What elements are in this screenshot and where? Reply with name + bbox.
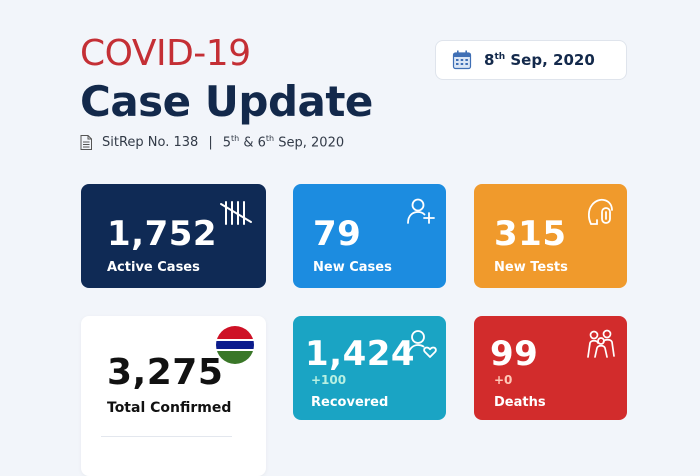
active-cases-card: 1,752 Active Cases: [81, 184, 266, 288]
deaths-card: 99 +0 Deaths: [474, 316, 627, 420]
calendar-icon: [452, 50, 472, 70]
recovered-delta: +100: [311, 373, 347, 387]
user-heart-icon: [407, 330, 437, 358]
deaths-value: 99: [490, 334, 539, 374]
gambia-flag-icon: [216, 326, 254, 364]
recovered-value: 1,424: [305, 334, 416, 374]
active-cases-label: Active Cases: [107, 260, 200, 275]
sitrep-separator: |: [208, 134, 213, 150]
page-title: Case Update: [80, 77, 373, 126]
document-icon: [80, 134, 92, 150]
total-confirmed-label: Total Confirmed: [107, 400, 232, 416]
add-user-icon: [407, 198, 435, 224]
card-divider: [101, 436, 232, 437]
deaths-delta: +0: [494, 373, 513, 387]
sitrep-line: SitRep No. 138 | 5th & 6th Sep, 2020: [80, 134, 344, 150]
recovered-label: Recovered: [311, 395, 389, 410]
tally-marks-icon: [220, 201, 252, 225]
sitrep-number: SitRep No. 138: [102, 134, 199, 150]
active-cases-value: 1,752: [107, 214, 218, 254]
title-covid: COVID-19: [80, 33, 251, 74]
new-tests-card: 315 New Tests: [474, 184, 627, 288]
deaths-label: Deaths: [494, 395, 546, 410]
test-swab-icon: [587, 198, 613, 225]
date-text: 8th Sep, 2020: [484, 51, 595, 69]
new-tests-value: 315: [494, 214, 567, 254]
total-confirmed-card: 3,275 Total Confirmed: [81, 316, 266, 476]
people-group-icon: [587, 329, 615, 358]
total-confirmed-value: 3,275: [107, 352, 224, 393]
new-tests-label: New Tests: [494, 260, 568, 275]
new-cases-card: 79 New Cases: [293, 184, 446, 288]
report-dates: 5th & 6th Sep, 2020: [222, 134, 345, 151]
new-cases-value: 79: [313, 214, 362, 254]
date-badge: 8th Sep, 2020: [435, 40, 627, 80]
recovered-card: 1,424 +100 Recovered: [293, 316, 446, 420]
new-cases-label: New Cases: [313, 260, 392, 275]
